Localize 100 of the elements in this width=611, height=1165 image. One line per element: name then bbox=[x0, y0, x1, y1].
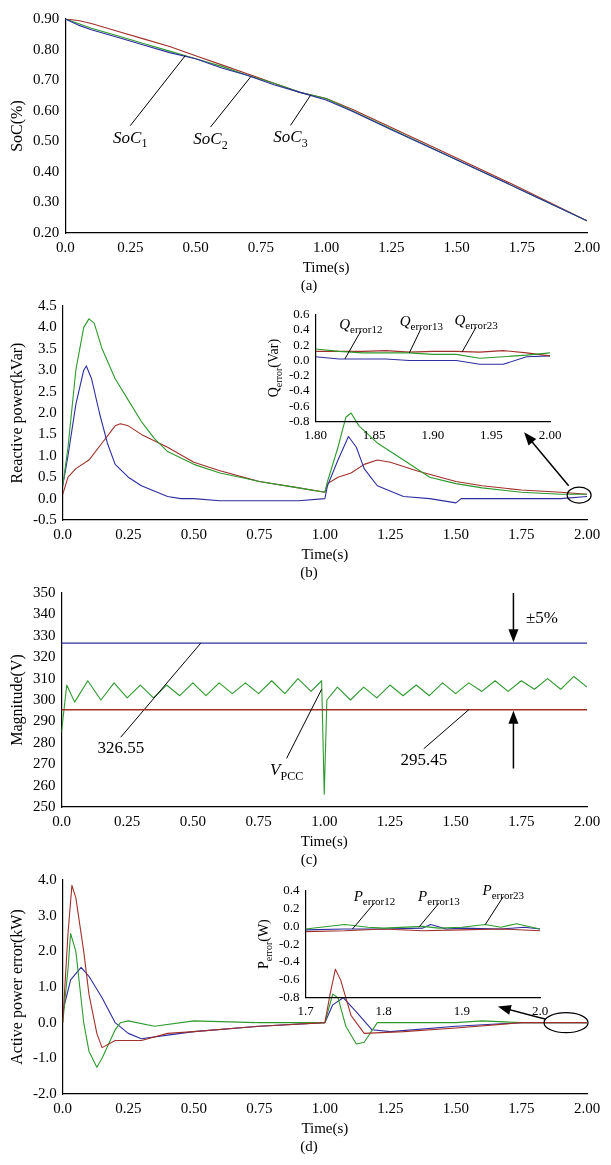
x-tick-label: 0.0 bbox=[52, 812, 71, 829]
y-tick-label: -2.0 bbox=[33, 1084, 57, 1101]
y-tick-label: -0.2 bbox=[278, 935, 300, 951]
x-tick-label: 0.25 bbox=[115, 1099, 142, 1116]
x-tick-label: 0.50 bbox=[179, 812, 206, 829]
x-tick-label: 2.00 bbox=[573, 812, 601, 829]
x-tick-label: 1.50 bbox=[442, 812, 469, 829]
x-tick-label: 1.25 bbox=[377, 1099, 404, 1116]
y-tick-label: 0.0 bbox=[283, 917, 300, 933]
y-tick-label: 340 bbox=[33, 605, 56, 622]
x-tick-label: 1.75 bbox=[508, 238, 535, 255]
y-tick-label: 270 bbox=[33, 755, 56, 772]
y-tick-label: 2.0 bbox=[38, 403, 57, 420]
x-tick-label: 0.0 bbox=[53, 525, 73, 542]
x-tick-label: 1.90 bbox=[421, 426, 445, 442]
y-tick-label: 3.0 bbox=[38, 906, 57, 923]
x-tick-label: 1.50 bbox=[443, 238, 470, 255]
x-tick-label: 1.25 bbox=[377, 525, 404, 542]
text: (a) bbox=[300, 276, 318, 294]
y-tick-label: 280 bbox=[33, 733, 56, 750]
ref-line-label: 326.55 bbox=[97, 738, 145, 758]
x-tick-label: 0.75 bbox=[246, 1099, 273, 1116]
y-tick-label: -0.8 bbox=[278, 988, 300, 1004]
x-tick-label: 1.75 bbox=[508, 1099, 535, 1116]
y-tick-label: 0.30 bbox=[33, 193, 60, 210]
y-tick-label: 0.6 bbox=[293, 306, 311, 322]
x-axis-title: Time(s) bbox=[302, 258, 350, 276]
y-tick-label: 0.4 bbox=[283, 882, 301, 898]
x-axis-title: Time(s) bbox=[300, 832, 348, 850]
x-tick-label: 1.00 bbox=[311, 1099, 338, 1116]
y-tick-label: -1.0 bbox=[33, 1049, 57, 1066]
x-tick-label: 1.75 bbox=[508, 525, 535, 542]
y-tick-label: 1.5 bbox=[38, 425, 57, 442]
y-tick-label: 4.0 bbox=[38, 870, 57, 887]
x-axis-title: Time(s) bbox=[301, 1119, 349, 1137]
y-tick-label: 0.0 bbox=[38, 1013, 57, 1030]
y-tick-label: 3.0 bbox=[38, 361, 57, 378]
y-tick-label: -0.5 bbox=[33, 510, 57, 527]
x-tick-label: 0.75 bbox=[246, 525, 273, 542]
x-tick-label: 1.80 bbox=[304, 426, 327, 442]
y-tick-label: 0.90 bbox=[33, 9, 60, 26]
y-tick-label: 4.5 bbox=[38, 296, 57, 313]
x-tick-label: 2.00 bbox=[573, 525, 601, 542]
y-tick-label: 300 bbox=[33, 690, 56, 707]
y-tick-label: 0.60 bbox=[33, 101, 60, 118]
x-tick-label: 0.75 bbox=[247, 238, 275, 255]
y-tick-label: 260 bbox=[33, 776, 56, 793]
y-tick-label: 0.50 bbox=[33, 132, 60, 149]
x-tick-label: 1.50 bbox=[442, 525, 470, 542]
y-tick-label: 310 bbox=[33, 669, 56, 686]
y-tick-label: 290 bbox=[33, 712, 56, 729]
x-tick-label: 0.25 bbox=[117, 238, 144, 255]
annotation: ±5% bbox=[526, 608, 558, 627]
x-tick-label: 1.7 bbox=[297, 1002, 315, 1018]
y-tick-label: 330 bbox=[33, 626, 56, 643]
x-tick-label: 1.75 bbox=[508, 812, 535, 829]
x-tick-label: 0.25 bbox=[115, 525, 142, 542]
x-tick-label: 1.25 bbox=[376, 812, 404, 829]
x-tick-label: 0.25 bbox=[114, 812, 141, 829]
y-tick-label: 0.0 bbox=[293, 351, 310, 367]
y-tick-label: 2.5 bbox=[38, 382, 57, 399]
x-tick-label: 1.95 bbox=[480, 426, 503, 442]
text: (c) bbox=[300, 850, 318, 868]
x-tick-label: 0.0 bbox=[55, 238, 75, 255]
y-tick-label: 350 bbox=[33, 583, 56, 600]
y-tick-label: 320 bbox=[33, 648, 56, 665]
x-tick-label: 0.50 bbox=[180, 1099, 207, 1116]
y-tick-label: -0.4 bbox=[288, 382, 311, 398]
y-tick-label: -0.4 bbox=[278, 953, 301, 969]
y-axis-title: SoC(%) bbox=[8, 100, 26, 152]
x-tick-label: 1.00 bbox=[311, 525, 338, 542]
x-axis-title: Time(s) bbox=[301, 545, 349, 563]
x-tick-label: 0.0 bbox=[53, 1099, 73, 1116]
x-tick-label: 0.75 bbox=[245, 812, 272, 829]
y-tick-label: 0.4 bbox=[293, 321, 311, 337]
x-tick-label: 1.00 bbox=[311, 812, 338, 829]
y-tick-label: 0.70 bbox=[33, 71, 60, 88]
x-tick-label: 1.00 bbox=[313, 238, 340, 255]
y-tick-label: 0.40 bbox=[33, 162, 60, 179]
x-tick-label: 2.00 bbox=[538, 426, 562, 442]
y-tick-label: -0.8 bbox=[288, 412, 310, 428]
y-tick-label: -0.6 bbox=[278, 971, 301, 987]
y-axis-title: Reactive power(kVar) bbox=[8, 342, 26, 484]
ref-line-label: 295.45 bbox=[400, 749, 448, 769]
y-axis-title: Active power error(kW) bbox=[8, 909, 26, 1065]
y-tick-label: 0.2 bbox=[283, 899, 300, 915]
x-tick-label: 1.8 bbox=[375, 1002, 392, 1018]
x-tick-label: 0.50 bbox=[180, 525, 207, 542]
text: (b) bbox=[300, 563, 318, 581]
x-tick-label: 2.0 bbox=[531, 1002, 549, 1018]
y-tick-label: 1.0 bbox=[38, 977, 57, 994]
x-tick-label: 1.9 bbox=[453, 1002, 470, 1018]
x-tick-label: 2.00 bbox=[573, 238, 601, 255]
x-tick-label: 2.00 bbox=[573, 1099, 601, 1116]
y-axis-title: Qerror(Var) bbox=[266, 338, 284, 398]
y-tick-label: -0.2 bbox=[288, 367, 310, 383]
x-tick-label: 1.25 bbox=[378, 238, 405, 255]
y-tick-label: 250 bbox=[33, 797, 56, 814]
y-tick-label: 1.0 bbox=[38, 446, 57, 463]
y-tick-label: 2.0 bbox=[38, 942, 57, 959]
